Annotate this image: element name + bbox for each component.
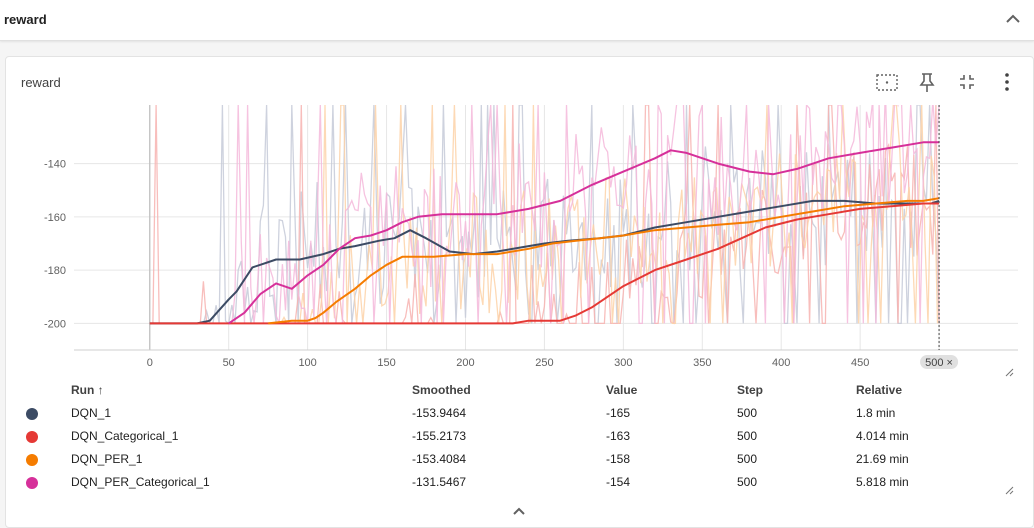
- x-tick-label: 450: [851, 357, 869, 369]
- chart-card: reward -140 -160 -180 -200 0 50 100 150 200 250 30…: [5, 56, 1034, 528]
- cell-value: -158: [606, 452, 631, 466]
- series-line: [149, 202, 940, 325]
- cell-value: -165: [606, 406, 631, 420]
- cell-smoothed: -153.4084: [412, 452, 467, 466]
- x-tick-label: 150: [377, 357, 395, 369]
- cell-relative: 1.8 min: [856, 406, 896, 420]
- table-row[interactable]: DQN_1 -153.9464 -165 500 1.8 min: [6, 403, 1033, 425]
- y-tick-label: -200: [44, 318, 66, 330]
- card-title: reward: [21, 75, 61, 90]
- col-run-header[interactable]: Run ↑: [71, 383, 104, 397]
- run-color-dot: [26, 431, 38, 443]
- cell-value: -163: [606, 429, 631, 443]
- x-tick-label: 50: [223, 357, 235, 369]
- cell-step: 500: [737, 429, 758, 443]
- x-tick-label: 300: [614, 357, 632, 369]
- section-header: reward: [0, 0, 1034, 41]
- cell-relative: 21.69 min: [856, 452, 909, 466]
- cell-relative: 4.014 min: [856, 429, 909, 443]
- x-tick-label: 350: [693, 357, 711, 369]
- chevron-up-icon[interactable]: [511, 505, 527, 517]
- collapse-button[interactable]: [954, 69, 980, 95]
- cell-smoothed: -155.2173: [412, 429, 467, 443]
- hover-step-label: 500 ×: [925, 357, 953, 369]
- x-tick-label: 200: [456, 357, 474, 369]
- cell-run: DQN_Categorical_1: [71, 429, 179, 443]
- cell-value: -154: [606, 475, 631, 489]
- col-step-header: Step: [737, 383, 764, 397]
- run-color-dot: [26, 454, 38, 466]
- cell-run: DQN_PER_1: [71, 452, 143, 466]
- series-line: [268, 197, 940, 325]
- x-tick-label: 250: [535, 357, 553, 369]
- pin-icon: [919, 73, 935, 92]
- chevron-up-icon[interactable]: [1002, 8, 1024, 30]
- raw-series-line: [149, 105, 940, 325]
- y-tick-label: -140: [44, 159, 66, 171]
- fit-domain-icon: [876, 74, 898, 91]
- y-tick-label: -160: [44, 212, 66, 224]
- series-line: [228, 141, 940, 325]
- cell-smoothed: -131.5467: [412, 475, 467, 489]
- x-tick-label: 100: [298, 357, 316, 369]
- more-vert-icon: [1005, 73, 1009, 91]
- raw-series-line: [268, 105, 939, 325]
- table-row[interactable]: DQN_PER_1 -153.4084 -158 500 21.69 min: [6, 449, 1033, 471]
- section-title: reward: [4, 12, 47, 27]
- more-button[interactable]: [994, 69, 1020, 95]
- table-row[interactable]: DQN_Categorical_1 -155.2173 -163 500 4.014 m…: [6, 426, 1033, 448]
- col-value-header: Value: [606, 383, 638, 397]
- table-row[interactable]: DQN_PER_Categorical_1 -131.5467 -154 500 5.8…: [6, 472, 1033, 494]
- resize-handle-icon[interactable]: [1004, 367, 1014, 377]
- cell-step: 500: [737, 452, 758, 466]
- cell-step: 500: [737, 475, 758, 489]
- cell-relative: 5.818 min: [856, 475, 909, 489]
- run-color-dot: [26, 477, 38, 489]
- y-tick-label: -180: [44, 265, 66, 277]
- col-relative-header: Relative: [856, 383, 903, 397]
- cell-run: DQN_PER_Categorical_1: [71, 475, 210, 489]
- x-tick-label: 400: [772, 357, 790, 369]
- reward-chart[interactable]: -140 -160 -180 -200 0 50 100 150 200 250 300 350 400…: [6, 57, 1033, 377]
- cell-run: DQN_1: [71, 406, 112, 420]
- col-smoothed-header: Smoothed: [412, 383, 471, 397]
- fit-domain-button[interactable]: [874, 69, 900, 95]
- cell-step: 500: [737, 406, 758, 420]
- plot-area: [149, 105, 940, 325]
- series-line: [149, 199, 940, 325]
- x-tick-label: 0: [147, 357, 153, 369]
- collapse-icon: [960, 75, 974, 89]
- run-color-dot: [26, 408, 38, 420]
- hover-step-chip: [920, 355, 959, 369]
- cell-smoothed: -153.9464: [412, 406, 467, 420]
- table-resize-handle-icon[interactable]: [1004, 485, 1014, 495]
- pin-button[interactable]: [914, 69, 940, 95]
